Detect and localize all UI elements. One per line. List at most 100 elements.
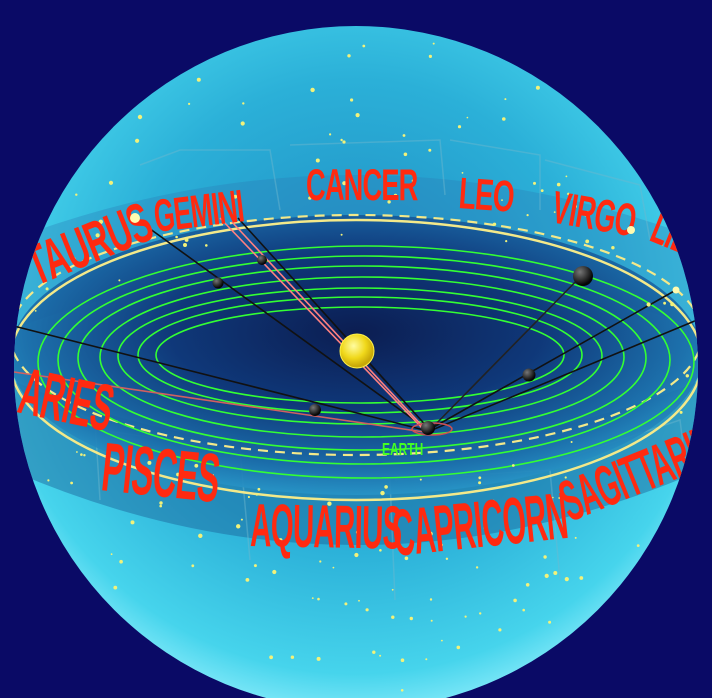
star [391,615,395,619]
star [419,478,422,481]
star [464,615,467,618]
star [354,552,359,558]
star [315,158,320,163]
ecliptic-front [14,218,698,502]
star [558,496,561,500]
star [411,179,415,183]
star [543,555,547,559]
star [556,182,561,187]
star [585,210,590,215]
star [310,87,315,93]
star [355,113,360,118]
star [327,501,332,506]
star [404,556,409,561]
star [379,654,382,657]
star [428,148,432,152]
orbit [77,265,647,451]
star [344,602,348,606]
star [196,77,201,82]
orbit [37,245,695,479]
planet [522,368,536,382]
star [478,481,482,485]
sun [339,333,375,369]
star [371,169,375,172]
star [122,454,125,456]
star [579,576,584,580]
star [483,525,488,531]
star [564,577,569,582]
ecliptic-star [130,213,140,223]
star [278,538,283,543]
star [391,588,394,591]
star [184,238,189,242]
star [425,658,428,661]
star [147,460,152,465]
star [429,598,433,601]
star [430,619,433,622]
star [492,499,495,502]
star [319,560,322,563]
star [257,487,261,491]
star [539,513,542,517]
star [552,496,554,499]
star [498,628,502,632]
star [384,485,388,489]
star [661,243,664,246]
star [253,564,257,568]
star [45,287,49,291]
star [255,493,259,496]
star [564,476,567,479]
star [428,531,433,536]
star [233,194,238,199]
star [513,598,517,603]
star [159,504,162,508]
star [445,557,449,560]
star [526,214,529,217]
star [137,114,143,120]
star [245,578,250,582]
star [175,235,178,239]
star [236,524,241,529]
star [504,98,507,101]
star [466,116,469,119]
star [403,152,408,157]
star [183,243,187,247]
constellation-label-gemini: GEMINI [151,180,246,242]
star [342,140,346,144]
ecliptic-star [627,226,635,234]
star [76,451,78,453]
star [159,501,163,505]
star [380,490,385,496]
star [272,569,277,575]
sight-lines [14,217,698,433]
star [205,244,208,247]
orbit [99,276,625,438]
star [585,239,590,244]
star [461,172,464,174]
star [198,533,203,538]
star [108,180,114,185]
planet-orbits [37,245,695,479]
earth-label: EARTH [382,440,423,460]
star [670,302,675,307]
star [110,553,113,556]
star [347,54,351,58]
star [535,85,540,90]
planet [309,404,321,416]
star [113,585,118,590]
star [565,175,568,178]
star [567,192,570,196]
constellation-label-cancer: CANCER [306,160,418,209]
earth [421,421,435,435]
star [511,464,515,467]
star [457,125,462,129]
star [570,441,573,443]
star [240,518,243,521]
star [372,650,376,654]
star [525,583,530,587]
star [72,257,76,261]
star [137,487,141,491]
orbit [57,255,671,465]
constellation-label-aries: ARIES [13,353,120,445]
